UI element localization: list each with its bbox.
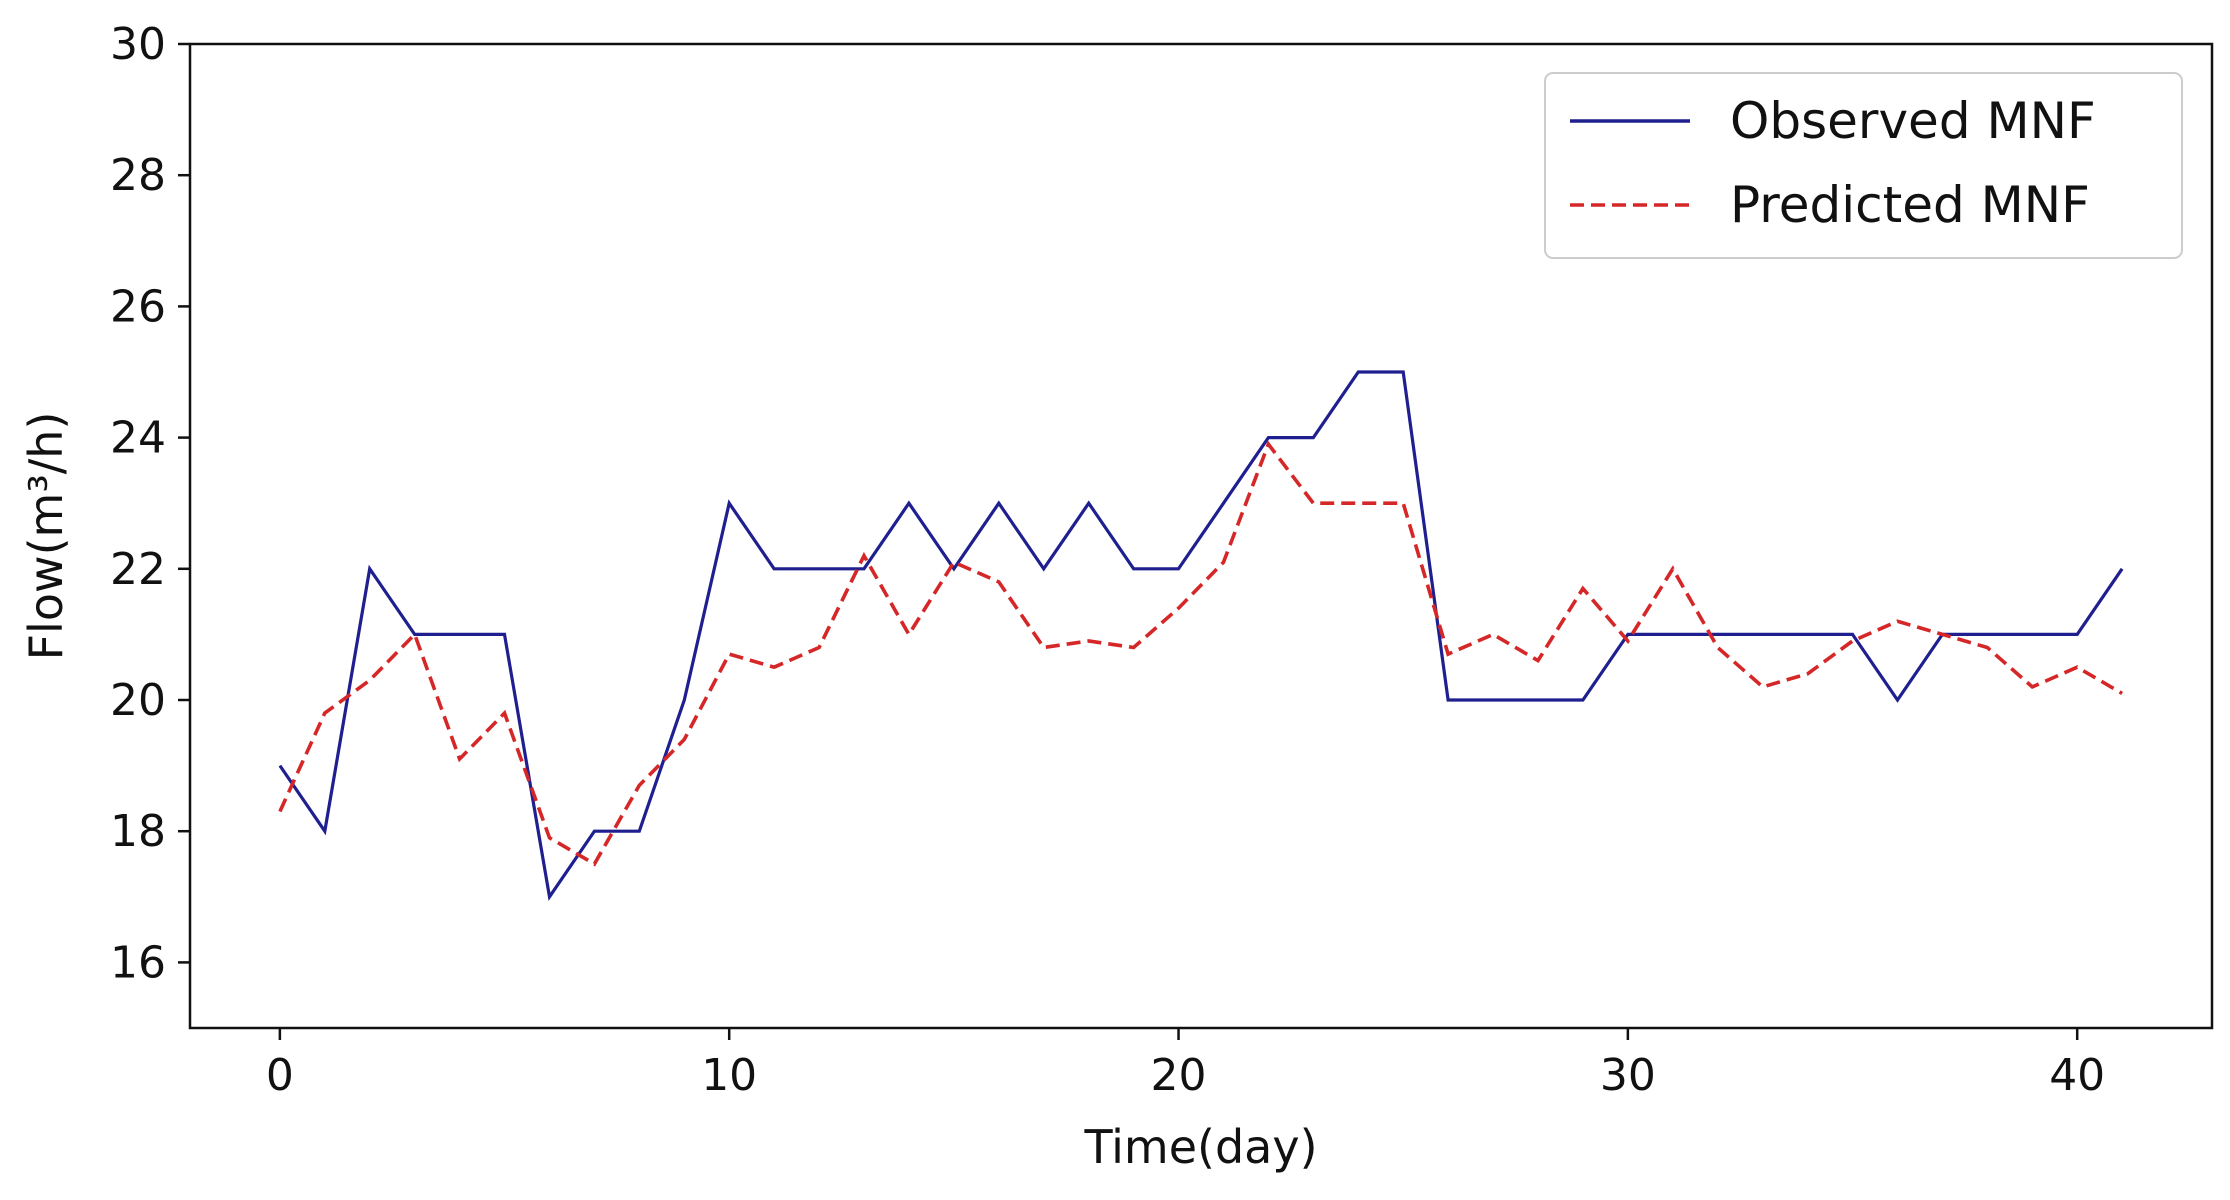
legend-box bbox=[1544, 72, 2183, 259]
x-axis-label: Time(day) bbox=[1083, 1120, 1317, 1174]
x-tick-label: 40 bbox=[2049, 1050, 2105, 1101]
y-tick-label: 26 bbox=[110, 281, 166, 332]
y-tick-label: 22 bbox=[110, 544, 166, 595]
axes-frame bbox=[188, 42, 2214, 1030]
x-tick-label: 10 bbox=[701, 1050, 757, 1101]
axes-layer: 0 10 20 30 40 16 18 20 22 24 26 28 30 bbox=[110, 19, 2214, 1101]
x-tick-label: 20 bbox=[1151, 1050, 1207, 1101]
y-tick-label: 18 bbox=[110, 806, 166, 857]
x-tick-label: 30 bbox=[1600, 1050, 1656, 1101]
y-tick-label: 24 bbox=[110, 413, 166, 464]
y-tick-label: 16 bbox=[110, 937, 166, 988]
y-tick-label: 28 bbox=[110, 150, 166, 201]
y-axis-label: Flow(m³/h) bbox=[19, 412, 73, 661]
series-line-observed bbox=[278, 370, 2124, 901]
series-line-predicted bbox=[278, 440, 2124, 867]
y-tick-label: 30 bbox=[110, 19, 166, 70]
legend-observed-label: Observed MNF bbox=[1730, 92, 2096, 150]
x-tick-label: 0 bbox=[266, 1050, 294, 1101]
legend: Observed MNF Predicted MNF bbox=[1544, 72, 2183, 259]
y-tick-label: 20 bbox=[110, 675, 166, 726]
series-layer bbox=[278, 370, 2124, 901]
legend-predicted-label: Predicted MNF bbox=[1730, 176, 2090, 234]
